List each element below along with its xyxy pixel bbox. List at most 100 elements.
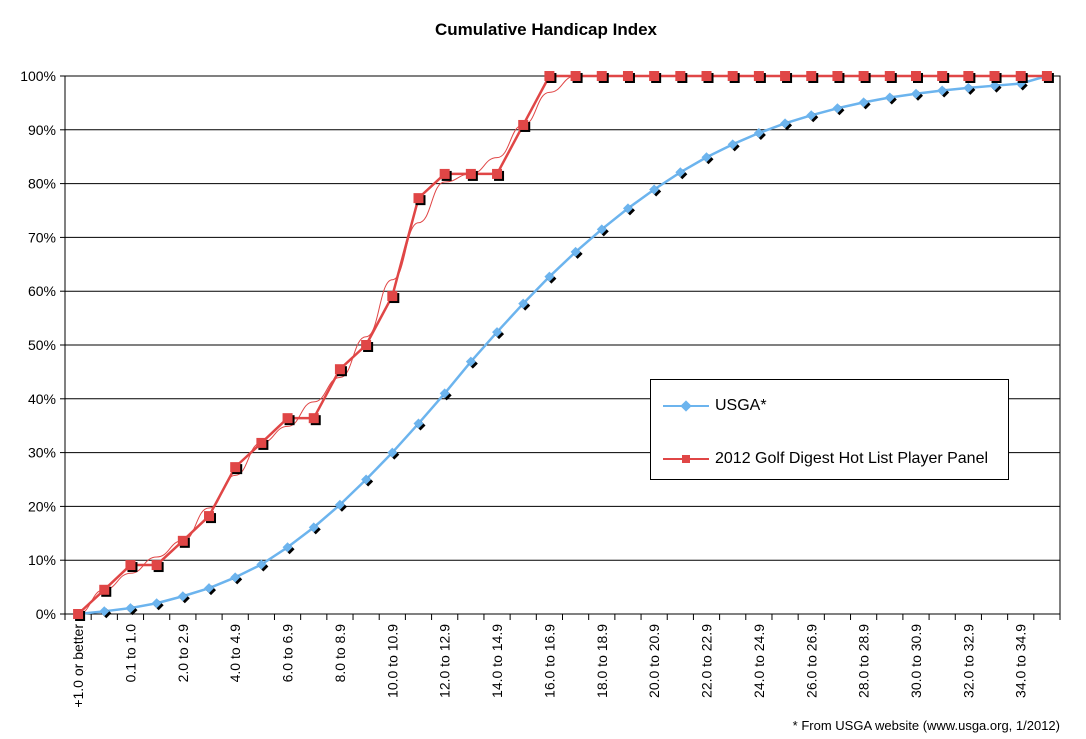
data-point-golf-digest xyxy=(937,71,948,81)
data-point-usga xyxy=(937,85,948,96)
data-point-usga xyxy=(361,474,372,485)
data-point-usga xyxy=(413,418,424,429)
data-point-golf-digest xyxy=(989,71,1000,81)
y-tick-label: 0% xyxy=(36,606,56,622)
data-point-usga xyxy=(282,542,293,553)
chart-title: Cumulative Handicap Index xyxy=(435,20,657,39)
data-point-golf-digest xyxy=(780,71,791,81)
data-point-golf-digest xyxy=(884,71,895,81)
data-point-usga xyxy=(858,97,869,108)
data-point-golf-digest xyxy=(675,71,686,81)
data-point-golf-digest xyxy=(387,291,398,302)
data-point-golf-digest xyxy=(151,560,162,571)
y-tick-label: 40% xyxy=(28,391,56,407)
legend: USGA* 2012 Golf Digest Hot List Player P… xyxy=(650,379,1009,480)
data-point-usga xyxy=(125,603,136,614)
series-line-usga xyxy=(77,74,1048,616)
data-point-usga xyxy=(649,184,660,195)
y-tick-label: 90% xyxy=(28,122,56,138)
data-point-usga xyxy=(727,139,738,150)
data-point-usga xyxy=(753,128,764,139)
data-point-usga xyxy=(701,152,712,163)
data-point-usga xyxy=(832,103,843,114)
x-tick-label: 18.0 to 18.9 xyxy=(594,624,610,698)
data-point-usga xyxy=(256,559,267,570)
data-point-usga xyxy=(518,298,529,309)
data-point-usga xyxy=(230,572,241,583)
data-point-golf-digest xyxy=(963,71,974,81)
data-point-golf-digest xyxy=(256,437,267,448)
x-tick-label: 34.0 to 34.9 xyxy=(1013,624,1029,698)
data-point-golf-digest xyxy=(727,71,738,81)
data-point-usga xyxy=(492,327,503,338)
legend-swatch-usga xyxy=(663,399,709,413)
data-point-golf-digest xyxy=(518,119,529,130)
data-point-usga xyxy=(570,246,581,257)
data-point-usga xyxy=(780,118,791,129)
data-point-golf-digest xyxy=(649,71,660,81)
data-point-usga xyxy=(675,167,686,178)
gridlines xyxy=(65,75,1060,615)
data-point-golf-digest xyxy=(806,71,817,81)
x-tick-label: 20.0 to 20.9 xyxy=(646,624,662,698)
y-tick-label: 30% xyxy=(28,445,56,461)
data-point-golf-digest xyxy=(204,511,215,522)
data-point-usga xyxy=(177,591,188,602)
data-point-usga xyxy=(544,271,555,282)
data-point-golf-digest xyxy=(910,71,921,81)
data-point-usga xyxy=(989,80,1000,91)
x-tick-label: 30.0 to 30.9 xyxy=(908,624,924,698)
data-point-usga xyxy=(439,388,450,399)
x-tick-label: 10.0 to 10.9 xyxy=(384,624,400,698)
y-tick-label: 50% xyxy=(28,337,56,353)
x-tick-label: 26.0 to 26.9 xyxy=(803,624,819,698)
y-tick-label: 70% xyxy=(28,229,56,245)
data-point-golf-digest xyxy=(622,71,633,81)
x-tick-label: 22.0 to 22.9 xyxy=(699,624,715,698)
data-point-golf-digest xyxy=(177,535,188,546)
data-point-golf-digest xyxy=(361,340,372,350)
data-point-golf-digest xyxy=(439,168,450,179)
data-point-golf-digest xyxy=(282,413,293,424)
data-point-usga xyxy=(963,82,974,93)
x-tick-label: 12.0 to 12.9 xyxy=(437,624,453,698)
data-series xyxy=(73,71,1054,621)
data-point-usga xyxy=(334,499,345,510)
y-tick-label: 60% xyxy=(28,283,56,299)
data-point-golf-digest xyxy=(334,364,345,375)
data-point-usga xyxy=(99,606,110,617)
data-point-golf-digest xyxy=(544,71,555,81)
data-point-usga xyxy=(308,522,319,533)
legend-item-golf-digest: 2012 Golf Digest Hot List Player Panel xyxy=(663,447,988,471)
data-point-golf-digest xyxy=(1015,71,1026,81)
data-point-usga xyxy=(204,583,215,594)
data-point-golf-digest xyxy=(73,609,84,619)
legend-item-usga: USGA* xyxy=(663,394,767,418)
data-point-usga xyxy=(387,447,398,458)
axes xyxy=(60,75,1061,620)
data-point-usga xyxy=(465,356,476,367)
data-point-usga xyxy=(884,92,895,103)
y-tick-label: 20% xyxy=(28,498,56,514)
data-point-usga xyxy=(622,203,633,214)
data-point-golf-digest xyxy=(596,71,607,81)
data-point-golf-digest xyxy=(701,71,712,81)
x-tick-label: 32.0 to 32.9 xyxy=(960,624,976,698)
x-tick-label: 16.0 to 16.9 xyxy=(541,624,557,698)
x-tick-label: 8.0 to 8.9 xyxy=(332,624,348,683)
x-tick-label: 4.0 to 4.9 xyxy=(227,624,243,683)
y-tick-label: 100% xyxy=(20,68,56,84)
data-point-golf-digest xyxy=(570,71,581,81)
data-point-usga xyxy=(151,598,162,609)
x-tick-label: +1.0 or better xyxy=(70,624,86,708)
data-point-usga xyxy=(910,88,921,99)
data-point-golf-digest xyxy=(125,560,136,571)
legend-swatch-golf-digest xyxy=(663,452,709,466)
data-point-golf-digest xyxy=(413,193,424,204)
x-tick-label: 14.0 to 14.9 xyxy=(489,624,505,698)
y-tick-labels: 0% 10% 20% 30% 40% 50% 60% 70% 80% 90% 100% xyxy=(20,68,56,622)
data-point-golf-digest xyxy=(465,168,476,179)
data-point-golf-digest xyxy=(753,71,764,81)
data-point-golf-digest xyxy=(832,71,843,81)
